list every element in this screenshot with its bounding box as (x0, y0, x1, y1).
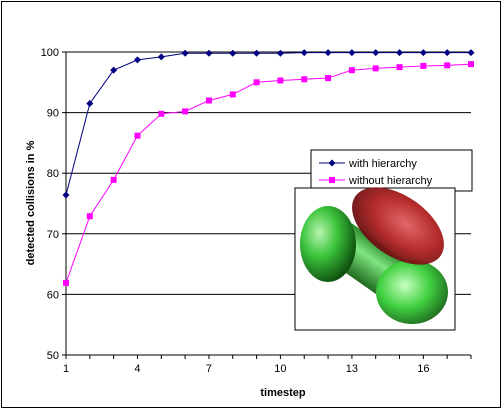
data-point-without-hierarchy (205, 97, 212, 104)
data-point-with-hierarchy (396, 49, 404, 57)
x-tick-label: 16 (417, 363, 429, 375)
data-point-without-hierarchy (182, 108, 189, 115)
legend-marker-with-hierarchy (328, 159, 336, 167)
data-point-without-hierarchy (396, 64, 403, 71)
legend-box (310, 149, 473, 192)
series-group (62, 49, 475, 286)
x-axis-label: timestep (260, 387, 306, 399)
y-axis-label: detected collisions in % (25, 140, 37, 265)
data-point-without-hierarchy (158, 110, 165, 117)
data-point-without-hierarchy (229, 91, 236, 98)
y-tick-label: 50 (47, 350, 59, 362)
data-point-with-hierarchy (157, 53, 165, 61)
data-point-with-hierarchy (133, 56, 141, 64)
data-point-without-hierarchy (110, 176, 117, 183)
axes (62, 51, 472, 359)
series-line-1 (65, 63, 472, 284)
inset-collision-image (294, 187, 456, 331)
data-point-with-hierarchy (253, 49, 261, 57)
capsule-end-right (376, 260, 448, 324)
y-tick-label: 80 (47, 168, 59, 180)
data-point-without-hierarchy (468, 61, 474, 68)
x-tick-label: 13 (346, 363, 358, 375)
data-point-without-hierarchy (86, 213, 93, 220)
data-point-without-hierarchy (301, 76, 308, 83)
x-tick-label: 10 (274, 363, 286, 375)
data-point-without-hierarchy (420, 62, 427, 69)
x-tick-labels: 1 4 7 10 13 16 (63, 363, 430, 375)
data-point-without-hierarchy (372, 65, 379, 72)
data-point-without-hierarchy (253, 79, 260, 86)
legend: with hierarchy without hierarchy (310, 149, 473, 192)
legend-marker-without-hierarchy (329, 177, 335, 183)
data-point-without-hierarchy (444, 62, 451, 69)
x-tick-label: 7 (206, 363, 212, 375)
x-tick-label: 4 (134, 363, 140, 375)
x-tick-label: 1 (63, 363, 69, 375)
capsule-end-left (300, 206, 356, 282)
data-point-with-hierarchy (276, 49, 284, 57)
data-point-with-hierarchy (181, 49, 189, 57)
data-point-with-hierarchy (86, 100, 94, 108)
y-tick-labels: 50 60 70 80 90 100 (41, 47, 59, 362)
legend-label-with-hierarchy: with hierarchy (348, 158, 417, 170)
data-point-without-hierarchy (348, 67, 355, 74)
data-point-without-hierarchy (63, 279, 69, 286)
data-point-with-hierarchy (372, 49, 380, 57)
data-point-with-hierarchy (205, 49, 213, 57)
data-point-with-hierarchy (419, 49, 427, 57)
data-point-with-hierarchy (229, 49, 237, 57)
data-point-without-hierarchy (325, 75, 332, 82)
y-tick-label: 60 (47, 289, 59, 301)
data-point-with-hierarchy (324, 49, 332, 57)
data-point-without-hierarchy (277, 77, 284, 84)
data-point-without-hierarchy (134, 132, 141, 139)
series-line-0 (65, 52, 471, 196)
data-point-with-hierarchy (62, 191, 70, 199)
y-tick-label: 90 (47, 108, 59, 120)
data-point-with-hierarchy (300, 49, 308, 57)
data-point-with-hierarchy (443, 49, 451, 57)
data-point-with-hierarchy (348, 49, 356, 57)
legend-label-without-hierarchy: without hierarchy (348, 175, 433, 187)
data-point-with-hierarchy (467, 49, 475, 57)
red-ellipsoid (352, 187, 444, 265)
data-point-with-hierarchy (110, 66, 118, 74)
y-tick-label: 70 (47, 229, 59, 241)
y-tick-label: 100 (41, 47, 59, 59)
